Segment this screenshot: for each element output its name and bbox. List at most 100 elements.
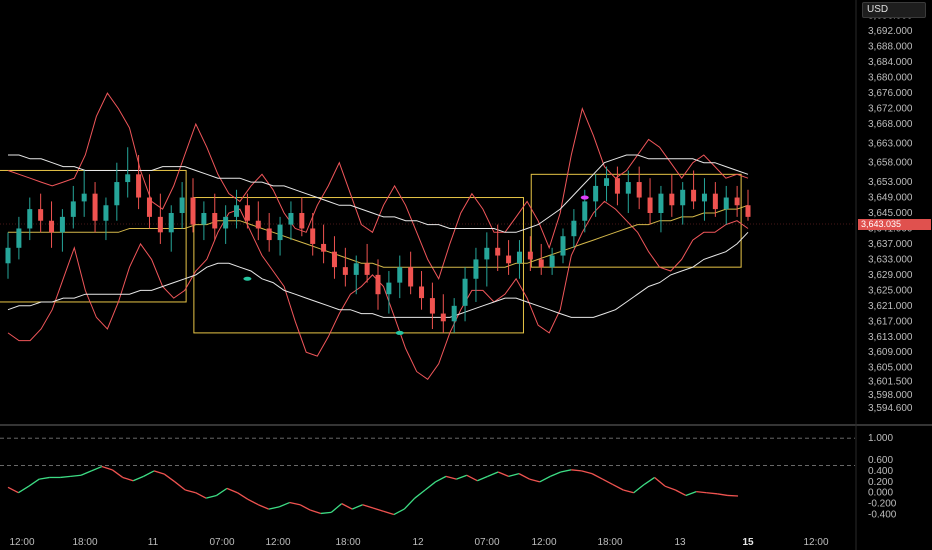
- y-tick-label: 3,633.000: [868, 254, 913, 265]
- oscillator-segment: [39, 476, 50, 480]
- y-tick-label: 3,672.000: [868, 104, 913, 115]
- oscillator-segment: [132, 475, 144, 482]
- oscillator-segment: [7, 486, 19, 494]
- oscillator-segment: [28, 478, 40, 487]
- candle: [59, 209, 65, 252]
- signal-marker: [395, 330, 404, 335]
- candle: [364, 243, 370, 283]
- candle: [255, 201, 261, 241]
- oscillator-segment: [226, 487, 238, 494]
- candle-body: [506, 255, 512, 264]
- y-tick-label: 3,692.000: [868, 26, 913, 37]
- candle-body: [157, 216, 163, 233]
- candle: [266, 213, 272, 252]
- candle: [179, 182, 185, 229]
- candle: [223, 205, 229, 244]
- candle: [5, 232, 11, 279]
- range-box: [530, 173, 742, 268]
- y-tick-label: 3,594.600: [868, 403, 913, 414]
- candle: [604, 166, 610, 202]
- candle-body: [179, 197, 185, 213]
- candle: [506, 240, 512, 275]
- candle-body: [386, 282, 392, 295]
- candle: [190, 178, 196, 233]
- oscillator-segment: [372, 507, 384, 512]
- candle-body: [223, 216, 229, 229]
- candle-body: [745, 205, 751, 217]
- candle-body: [560, 236, 566, 256]
- candle-body: [712, 193, 718, 210]
- candle: [527, 236, 533, 272]
- bollinger-upper-line: [8, 154, 749, 233]
- oscillator-segment: [143, 470, 155, 477]
- candle: [429, 282, 435, 330]
- candle: [473, 247, 479, 302]
- oscillator-segment: [529, 478, 541, 483]
- candle: [669, 174, 675, 217]
- candle-body: [16, 228, 22, 248]
- x-tick-label: 18:00: [335, 537, 360, 548]
- candle-body: [92, 193, 98, 221]
- candle-body: [429, 298, 435, 314]
- oscillator-segment: [487, 471, 499, 477]
- candle: [277, 216, 283, 256]
- candle-body: [723, 197, 729, 210]
- candle-body: [277, 224, 283, 241]
- currency-label[interactable]: USD: [862, 2, 926, 18]
- candle-body: [604, 178, 610, 186]
- candle: [691, 170, 697, 210]
- oscillator-segment: [539, 475, 551, 483]
- candle-body: [647, 197, 653, 213]
- candle-body: [49, 220, 55, 233]
- y-tick-label: 3,680.000: [868, 73, 913, 84]
- oscillator-segment: [456, 474, 468, 480]
- candle-body: [201, 213, 207, 225]
- oscillator-segment: [216, 487, 228, 496]
- candle: [549, 247, 555, 275]
- oscillator-tick-label: 0.400: [868, 466, 893, 477]
- oscillator-segment: [164, 473, 176, 483]
- oscillator-segment: [445, 475, 457, 480]
- oscillator-segment: [310, 509, 322, 515]
- candle: [38, 193, 44, 233]
- x-tick-label: 18:00: [597, 537, 622, 548]
- candle: [353, 255, 359, 295]
- candle-body: [331, 251, 337, 268]
- oscillator-segment: [289, 501, 301, 506]
- candle: [81, 170, 87, 217]
- oscillator-segment: [550, 471, 561, 477]
- candle-body: [38, 209, 44, 221]
- y-tick-label: 3,625.000: [868, 285, 913, 296]
- candle: [234, 189, 240, 229]
- oscillator-segment: [299, 504, 311, 511]
- candle: [157, 193, 163, 244]
- oscillator-segment: [247, 498, 259, 506]
- candle-body: [310, 228, 316, 244]
- oscillator-segment: [466, 474, 478, 482]
- candle: [146, 174, 152, 229]
- oscillator-segment: [414, 489, 426, 499]
- candle: [342, 247, 348, 287]
- candle: [440, 294, 446, 333]
- oscillator-segment: [560, 469, 572, 473]
- candle-body: [495, 247, 501, 256]
- y-tick-label: 3,598.000: [868, 390, 913, 401]
- candle-body: [691, 189, 697, 202]
- y-tick-label: 3,645.000: [868, 208, 913, 219]
- candle: [136, 154, 142, 210]
- oscillator-segment: [602, 478, 614, 486]
- candle: [114, 162, 120, 221]
- candle: [538, 243, 544, 275]
- y-tick-label: 3,684.000: [868, 57, 913, 68]
- oscillator-segment: [664, 485, 676, 491]
- y-tick-label: 3,617.000: [868, 316, 913, 327]
- y-tick-label: 3,668.000: [868, 119, 913, 130]
- bollinger-lower-line: [7, 231, 749, 318]
- candle: [92, 182, 98, 233]
- candle: [625, 170, 631, 213]
- oscillator-segment: [18, 485, 30, 494]
- oscillator-segment: [581, 470, 593, 475]
- oscillator-segment: [174, 481, 186, 491]
- candle: [484, 232, 490, 287]
